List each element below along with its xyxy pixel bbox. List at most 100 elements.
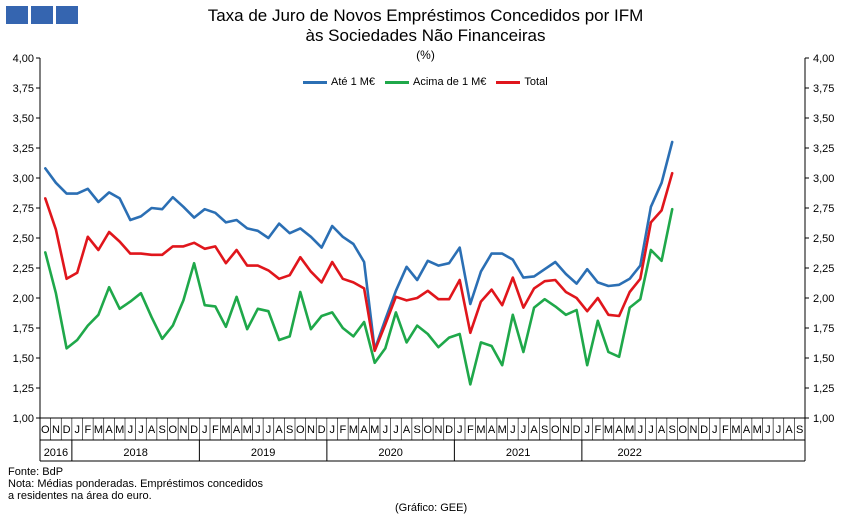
source-text: Fonte: BdP: [8, 466, 64, 478]
y-tick-label-right: 3,25: [813, 143, 834, 155]
x-tick-label-month: S: [541, 424, 548, 436]
x-tick-label-month: M: [753, 424, 762, 436]
x-tick-label-month: A: [403, 424, 411, 436]
x-tick-label-month: J: [266, 424, 272, 436]
y-tick-label-right: 1,00: [813, 413, 834, 425]
x-tick-label-month: N: [52, 424, 60, 436]
x-tick-label-year: 2019: [251, 447, 275, 459]
y-tick-label-right: 1,50: [813, 353, 834, 365]
x-tick-label-month: D: [445, 424, 453, 436]
x-tick-label-month: A: [658, 424, 666, 436]
x-tick-label-month: J: [648, 424, 654, 436]
x-tick-label-month: M: [731, 424, 740, 436]
x-tick-label-month: J: [383, 424, 389, 436]
x-tick-label-month: D: [63, 424, 71, 436]
y-tick-label-right: 3,00: [813, 173, 834, 185]
series-line-2: [43, 171, 674, 353]
legend-swatch: [385, 80, 410, 84]
x-tick-label-month: S: [159, 424, 166, 436]
x-tick-label-month: O: [679, 424, 688, 436]
chart-legend: Até 1 M€ Acima de 1 M€ Total: [303, 76, 548, 88]
x-tick-label-month: M: [476, 424, 485, 436]
x-tick-label-month: J: [638, 424, 644, 436]
x-tick-label-month: A: [785, 424, 793, 436]
x-tick-label-month: F: [722, 424, 729, 436]
legend-swatch: [496, 80, 521, 84]
legend-item-total: Total: [496, 76, 548, 88]
y-tick-label-right: 3,50: [813, 113, 834, 125]
x-tick-label-month: M: [349, 424, 358, 436]
gee-logo: [6, 6, 78, 24]
x-tick-label-month: D: [700, 424, 708, 436]
x-tick-label-month: J: [255, 424, 261, 436]
y-tick-label-left: 3,75: [13, 83, 34, 95]
x-tick-label-month: J: [138, 424, 144, 436]
x-tick-label-month: F: [594, 424, 601, 436]
x-tick-label-month: F: [467, 424, 474, 436]
legend-item-acima-1m: Acima de 1 M€: [385, 76, 486, 88]
x-tick-label-month: A: [275, 424, 283, 436]
x-tick-label-year: 2022: [617, 447, 641, 459]
y-tick-label-left: 1,00: [13, 413, 34, 425]
y-tick-label-right: 2,25: [813, 263, 834, 275]
x-tick-label-month: M: [94, 424, 103, 436]
x-tick-label-month: J: [74, 424, 80, 436]
series-line-1: [43, 207, 674, 386]
x-tick-label-month: S: [796, 424, 803, 436]
x-tick-label-month: A: [488, 424, 496, 436]
x-tick-label-month: N: [562, 424, 570, 436]
legend-swatch: [303, 80, 327, 84]
x-tick-label-month: N: [179, 424, 187, 436]
chart-credit: (Gráfico: GEE): [395, 502, 468, 514]
x-tick-label-month: M: [115, 424, 124, 436]
y-tick-label-right: 2,50: [813, 233, 834, 245]
x-tick-label-month: F: [212, 424, 219, 436]
x-tick-label-month: N: [434, 424, 442, 436]
x-tick-label-month: F: [84, 424, 91, 436]
chart-unit: (%): [416, 48, 435, 62]
legend-item-ate-1m: Até 1 M€: [303, 76, 375, 88]
x-tick-label-month: J: [510, 424, 516, 436]
x-tick-label-month: A: [233, 424, 241, 436]
x-tick-label-year: 2018: [123, 447, 147, 459]
x-tick-label-month: A: [743, 424, 751, 436]
x-tick-label-month: J: [521, 424, 527, 436]
x-tick-label-month: M: [625, 424, 634, 436]
x-tick-label-month: M: [604, 424, 613, 436]
x-tick-label-month: M: [498, 424, 507, 436]
y-tick-label-left: 1,50: [13, 353, 34, 365]
x-tick-label-month: D: [190, 424, 198, 436]
chart-title: Taxa de Juro de Novos Empréstimos Conced…: [207, 6, 644, 45]
x-tick-label-month: N: [307, 424, 315, 436]
series-line-0: [43, 140, 674, 351]
x-tick-label-month: J: [128, 424, 134, 436]
y-tick-label-left: 3,25: [13, 143, 34, 155]
x-tick-label-month: J: [776, 424, 782, 436]
x-tick-label-month: A: [530, 424, 538, 436]
y-tick-label-left: 2,25: [13, 263, 34, 275]
x-tick-label-month: O: [169, 424, 178, 436]
x-tick-label-month: D: [318, 424, 326, 436]
x-tick-label-month: A: [148, 424, 156, 436]
x-tick-label-month: S: [286, 424, 293, 436]
x-tick-label-month: J: [202, 424, 208, 436]
x-tick-label-month: J: [712, 424, 718, 436]
x-tick-label-month: S: [414, 424, 421, 436]
y-tick-label-right: 1,25: [813, 383, 834, 395]
x-tick-label-month: O: [41, 424, 50, 436]
y-tick-label-right: 3,75: [813, 83, 834, 95]
y-tick-label-left: 4,00: [13, 53, 34, 65]
x-tick-label-month: M: [370, 424, 379, 436]
x-tick-label-month: O: [551, 424, 560, 436]
x-tick-label-year: 2016: [44, 447, 68, 459]
footer-notes: Fonte: BdP Nota: Médias ponderadas. Empr…: [8, 466, 263, 502]
y-tick-label-left: 3,50: [13, 113, 34, 125]
x-tick-label-month: O: [424, 424, 433, 436]
x-tick-label-month: J: [765, 424, 771, 436]
note-text-line1: Nota: Médias ponderadas. Empréstimos con…: [8, 478, 263, 490]
y-tick-label-right: 2,00: [813, 293, 834, 305]
y-tick-label-left: 3,00: [13, 173, 34, 185]
x-tick-label-month: D: [573, 424, 581, 436]
x-tick-label-month: M: [221, 424, 230, 436]
